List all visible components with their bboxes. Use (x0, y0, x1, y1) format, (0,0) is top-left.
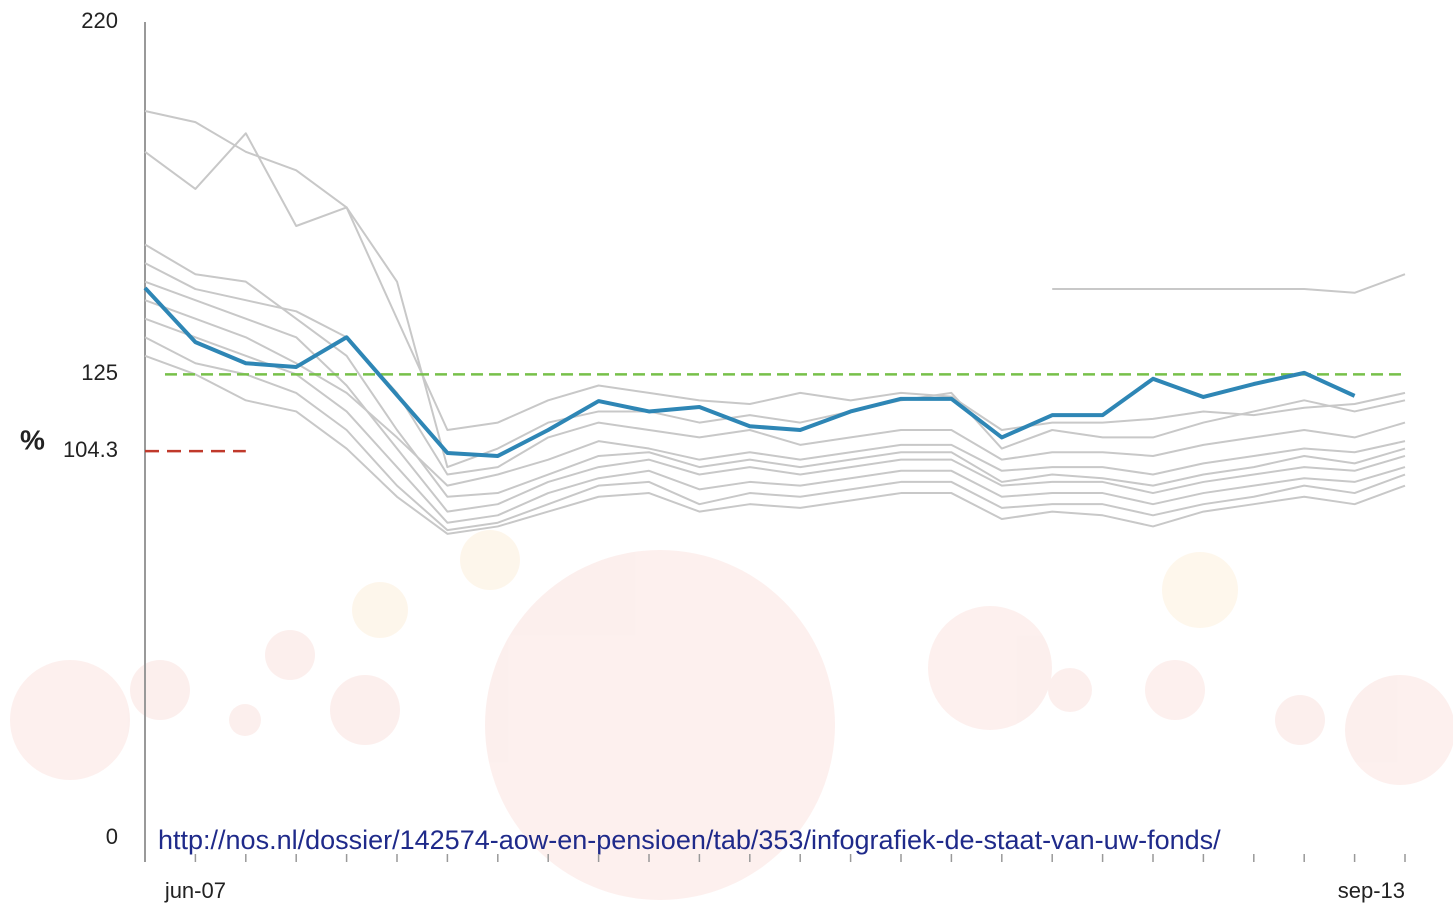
y-tick-label: 0 (106, 824, 118, 849)
chart: % http://nos.nl/dossier/142574-aow-en-pe… (0, 0, 1453, 909)
annotation: http://nos.nl/dossier/142574-aow-en-pens… (158, 825, 1221, 855)
fund-line (1052, 274, 1405, 293)
y-tick-label: 125 (81, 360, 118, 385)
x-tick-label: jun-07 (164, 878, 226, 903)
fund-line (145, 337, 1405, 530)
y-tick-label: 220 (81, 8, 118, 33)
y-tick-label: 104.3 (63, 437, 118, 462)
fund-line (145, 111, 1405, 430)
fund-line (145, 282, 1405, 512)
y-axis-label: % (20, 424, 45, 455)
fund-line (145, 133, 1405, 467)
x-tick-label: sep-13 (1338, 878, 1405, 903)
fund-line (145, 245, 1405, 497)
fund-line (145, 263, 1405, 474)
fund-line (145, 356, 1405, 534)
